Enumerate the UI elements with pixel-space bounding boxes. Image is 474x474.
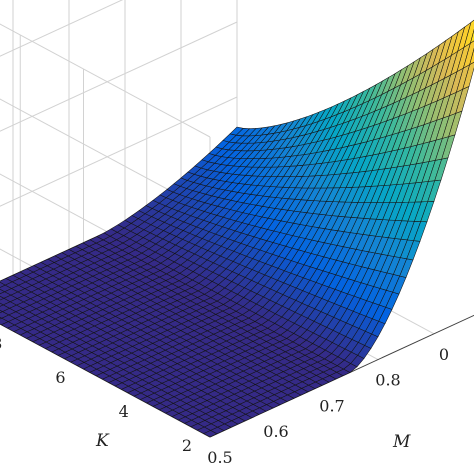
y-tick-label: 2 <box>182 436 192 455</box>
back-grid-hline-m <box>0 0 124 57</box>
back-grid-hline-m <box>0 0 237 1</box>
y-tick-label: 6 <box>55 368 65 387</box>
x-axis-label: M <box>392 432 411 452</box>
back-grid-hline-m <box>0 96 238 207</box>
tick-labels: 0.5 0.6 0.7 0.8 0 2 4 6 8 <box>0 334 449 467</box>
x-tick-label: 0 <box>439 345 449 364</box>
x-tick-label: 0.5 <box>207 448 232 467</box>
x-tick-label: 0.7 <box>319 396 344 415</box>
y-axis-label: K <box>95 431 110 451</box>
side-grid-hline-k <box>0 23 211 138</box>
x-tick-label: 0.8 <box>375 371 400 390</box>
surface-patch <box>469 47 474 66</box>
surface-patch <box>469 28 474 44</box>
back-grid-hline-m <box>0 21 238 132</box>
y-tick-label: 8 <box>0 334 2 353</box>
surface-patch <box>463 19 474 48</box>
surface <box>0 19 474 438</box>
x-tick-label: 0.6 <box>263 422 288 441</box>
y-tick-label: 4 <box>119 402 129 421</box>
